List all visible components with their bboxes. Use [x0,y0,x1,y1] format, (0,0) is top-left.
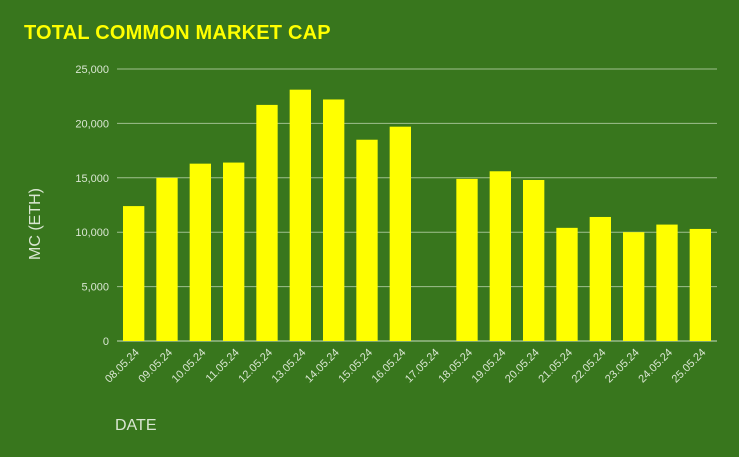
x-tick-label: 14.05.24 [303,347,342,386]
x-axis-label: DATE [115,417,156,434]
chart-title: TOTAL COMMON MARKET CAP [24,22,331,44]
gridlines [117,68,717,342]
bar [489,171,511,341]
bar [389,126,411,341]
x-tick-label: 24.05.24 [636,347,675,386]
x-tick-label: 18.05.24 [436,347,475,386]
x-tick-label: 22.05.24 [570,347,609,386]
bar [289,89,311,341]
bar [323,99,345,342]
y-tick-label: 15,000 [75,173,109,185]
x-tick-label: 13.05.24 [270,347,309,386]
y-tick-label: 25,000 [75,64,109,76]
x-tick-label: 11.05.24 [204,347,242,385]
x-tick-label: 19.05.24 [470,347,509,386]
y-axis-ticks: 0 5,000 10,000 15,000 20,000 25,000 [75,64,109,348]
bar [123,206,145,341]
bar [456,178,478,341]
y-tick-label: 10,000 [75,227,109,239]
x-tick-label: 16.05.24 [370,347,409,386]
x-tick-label: 10.05.24 [170,347,209,386]
x-tick-label: 08.05.24 [103,347,142,386]
bar [656,224,678,341]
x-axis-ticks: 08.05.2409.05.2410.05.2411.05.2412.05.24… [103,347,708,386]
bar [256,104,278,342]
x-tick-label: 20.05.24 [503,347,542,386]
x-tick-label: 25.05.24 [670,347,709,386]
bar [356,139,378,341]
y-tick-label: 5,000 [81,282,109,294]
x-tick-label: 12.05.24 [236,347,275,386]
x-tick-label: 09.05.24 [136,347,175,386]
bar [589,216,611,341]
y-tick-label: 20,000 [75,118,109,130]
x-tick-label: 15.05.24 [336,347,375,386]
bars [123,89,711,342]
bar [689,228,711,341]
x-tick-label: 23.05.24 [603,347,642,386]
y-axis-label: MC (ETH) [27,188,44,260]
bar [223,162,245,341]
y-tick-label: 0 [103,336,109,348]
bar [623,232,645,341]
bar [189,163,211,341]
bar [556,227,578,341]
bar [523,179,545,341]
x-tick-label: 17.05.24 [403,347,442,386]
x-tick-label: 21.05.24 [536,347,575,386]
bar [156,177,178,341]
